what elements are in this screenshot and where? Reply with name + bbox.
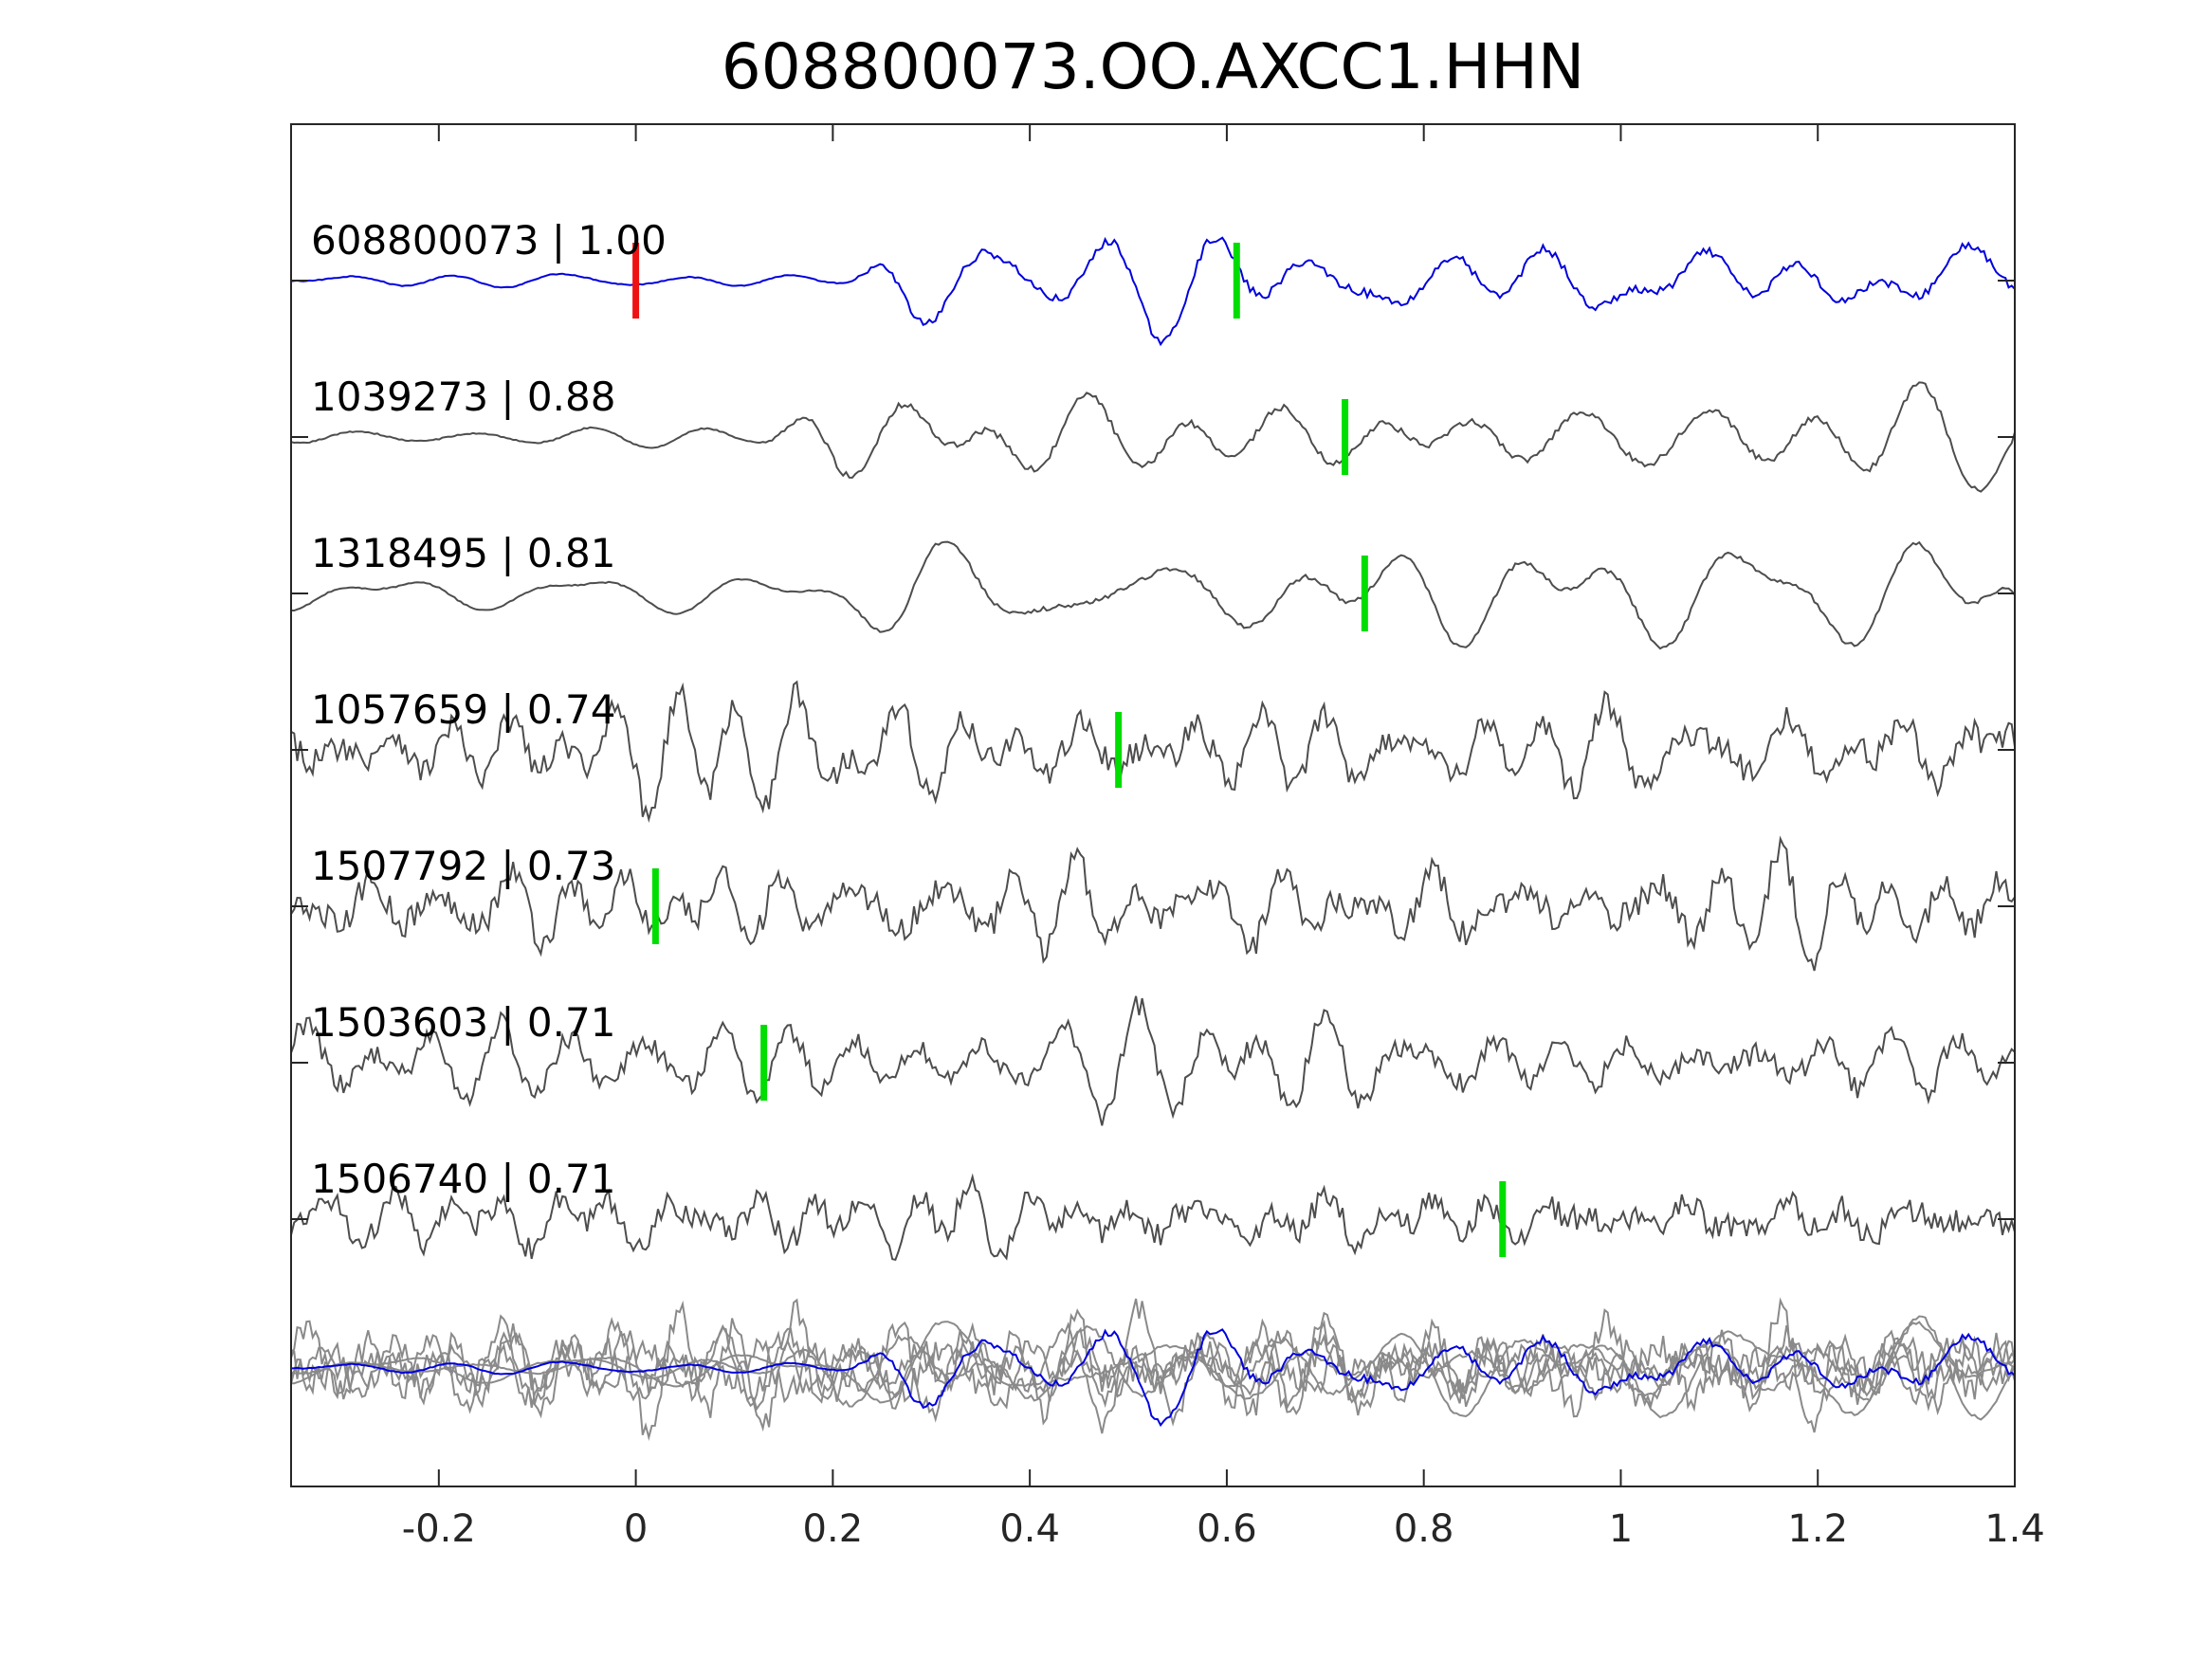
- xtick-label: 1: [1609, 1507, 1633, 1551]
- x-axis: -0.2 0 0.2 0.4 0.6 0.8 1 1.2 1.4: [402, 124, 2045, 1551]
- trace-label-608800073: 608800073 | 1.00: [311, 217, 667, 264]
- xtick-label: 0.2: [803, 1507, 864, 1551]
- trace-group: [290, 236, 2016, 1261]
- trace-line-1503603: [290, 995, 2016, 1126]
- trace-labels: 608800073 | 1.00 1039273 | 0.88 1318495 | …: [311, 217, 667, 1202]
- trace-line-1039273: [290, 381, 2016, 493]
- xtick-label: 0.8: [1394, 1507, 1454, 1551]
- trace-line-1318495: [291, 540, 2016, 650]
- trace-line-1507792: [290, 835, 2016, 972]
- xtick-label: 0.4: [999, 1507, 1060, 1551]
- xtick-label: 0.6: [1197, 1507, 1257, 1551]
- trace-label-1506740: 1506740 | 0.71: [311, 1156, 615, 1202]
- pick-markers: [632, 243, 1507, 1257]
- stack-line-1318495: [291, 1321, 2016, 1419]
- stack-line-1039273: [290, 1315, 2016, 1421]
- trace-line-1057659: [290, 680, 2016, 823]
- overlay-stack: [290, 1297, 2016, 1441]
- xtick-label: -0.2: [402, 1507, 476, 1551]
- trace-label-1057659: 1057659 | 0.74: [311, 686, 615, 733]
- xtick-label: 1.2: [1787, 1507, 1848, 1551]
- stack-line-1507792: [290, 1297, 2016, 1433]
- trace-line-1506740: [290, 1173, 2016, 1261]
- trace-label-1503603: 1503603 | 0.71: [311, 999, 615, 1046]
- stack-line-1057659: [290, 1298, 2016, 1441]
- chart-title: 608800073.OO.AXCC1.HHN: [722, 30, 1584, 103]
- y-axis-ticks: [291, 280, 2015, 1220]
- trace-line-608800073: [290, 236, 2016, 347]
- trace-label-1507792: 1507792 | 0.73: [311, 843, 615, 889]
- xtick-label: 0: [624, 1507, 648, 1551]
- stack-line-608800073: [290, 1328, 2016, 1428]
- plot-frame: [290, 123, 2016, 1487]
- trace-label-1039273: 1039273 | 0.88: [311, 374, 615, 420]
- trace-label-1318495: 1318495 | 0.81: [311, 530, 615, 576]
- xtick-label: 1.4: [1984, 1507, 2045, 1551]
